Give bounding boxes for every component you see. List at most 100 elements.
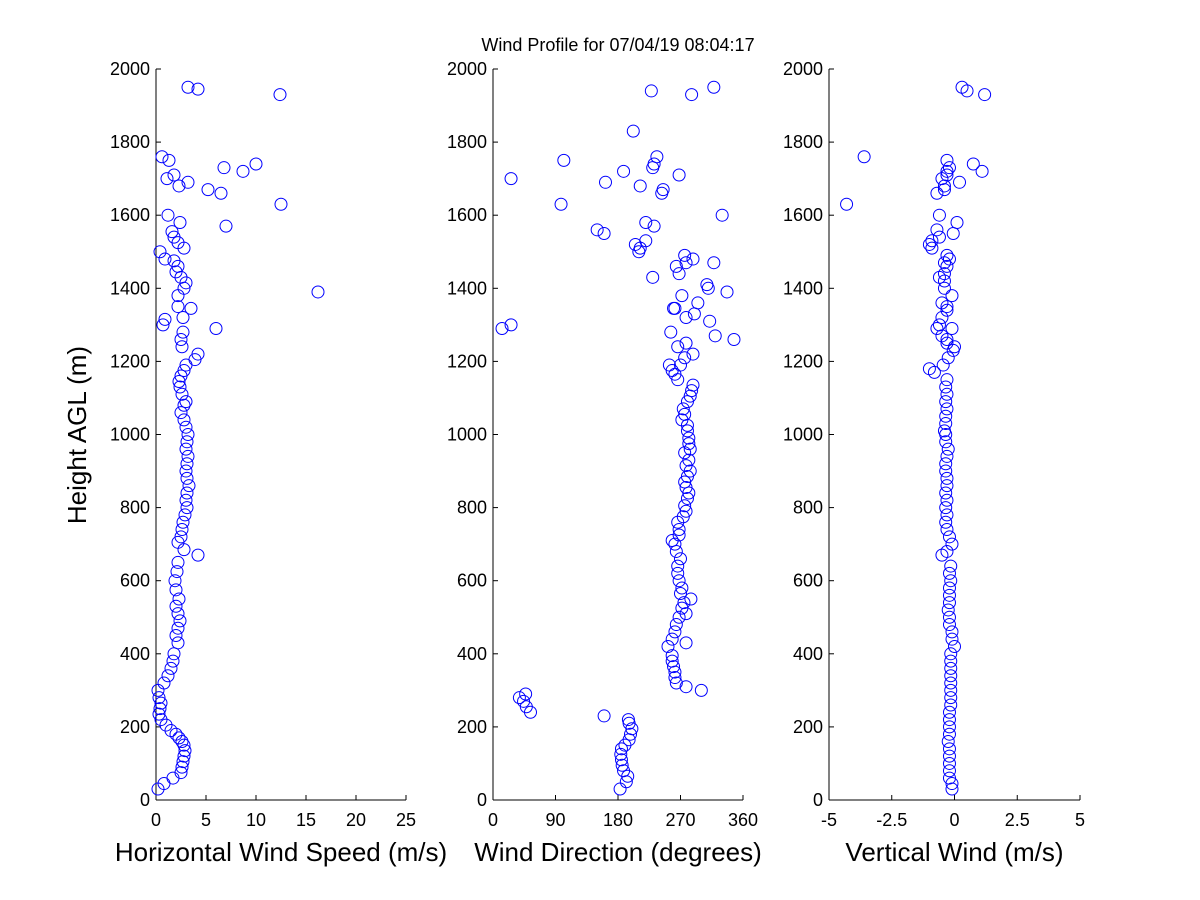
data-point	[164, 661, 178, 675]
data-point	[935, 311, 949, 325]
y-tick-label: 1000	[447, 425, 487, 445]
data-point	[944, 647, 958, 661]
x-tick-label: 15	[296, 810, 316, 830]
data-point	[167, 647, 181, 661]
data-point	[214, 186, 228, 200]
y-tick-label: 0	[813, 790, 823, 810]
data-point	[180, 486, 194, 500]
data-point	[680, 424, 694, 438]
data-point	[939, 515, 953, 529]
data-point	[940, 248, 954, 262]
x-tick-label: 0	[949, 810, 959, 830]
data-point	[944, 683, 958, 697]
data-point	[922, 237, 936, 251]
data-point	[519, 687, 533, 701]
data-point	[682, 453, 696, 467]
y-tick-label: 1400	[110, 278, 150, 298]
data-point	[172, 731, 186, 745]
data-point	[942, 764, 956, 778]
data-point	[173, 380, 187, 394]
data-point	[679, 607, 693, 621]
data-point	[942, 749, 956, 763]
y-tick-label: 1400	[783, 278, 823, 298]
y-tick-label: 0	[477, 790, 487, 810]
data-point	[179, 395, 193, 409]
data-point	[646, 270, 660, 284]
data-point	[936, 358, 950, 372]
data-point	[940, 523, 954, 537]
data-point	[930, 322, 944, 336]
data-point	[942, 618, 956, 632]
data-point	[942, 756, 956, 770]
data-point	[942, 161, 956, 175]
data-point	[942, 596, 956, 610]
data-point	[944, 691, 958, 705]
data-point	[935, 296, 949, 310]
panel-vertical-wind: 0 200 400 600 800 1000 1200 1400 1600 1800 2000 -5 -…	[783, 59, 1085, 867]
data-point	[613, 782, 627, 796]
data-point	[171, 300, 185, 314]
data-point	[171, 621, 185, 635]
y-tick-label: 200	[457, 717, 487, 737]
y-tick-label: 400	[793, 644, 823, 664]
data-point	[682, 437, 696, 451]
y-tick-label: 2000	[447, 59, 487, 79]
data-point	[174, 766, 188, 780]
data-point	[675, 601, 689, 615]
data-point	[950, 216, 964, 230]
x-tick-label: 2.5	[1005, 810, 1030, 830]
data-point	[940, 164, 954, 178]
data-point	[176, 755, 190, 769]
data-point	[201, 183, 215, 197]
data-point	[680, 491, 694, 505]
data-point	[678, 407, 692, 421]
data-point	[678, 248, 692, 262]
data-point	[925, 241, 939, 255]
data-point	[617, 764, 631, 778]
data-point	[671, 566, 685, 580]
data-point	[945, 322, 959, 336]
data-point	[937, 281, 951, 295]
data-point	[672, 168, 686, 182]
data-point	[940, 449, 954, 463]
data-point	[668, 671, 682, 685]
y-tick-label: 1800	[447, 132, 487, 152]
data-point	[167, 254, 181, 268]
data-point	[944, 559, 958, 573]
data-point	[153, 245, 167, 259]
data-point	[160, 172, 174, 186]
data-point	[672, 528, 686, 542]
y-tick-label: 1800	[110, 132, 150, 152]
data-point	[941, 735, 955, 749]
data-point	[179, 420, 193, 434]
data-point	[647, 157, 661, 171]
data-point	[656, 183, 670, 197]
data-point	[942, 720, 956, 734]
y-tick-label: 200	[793, 717, 823, 737]
data-point	[170, 565, 184, 579]
data-point	[683, 442, 697, 456]
data-point	[172, 592, 186, 606]
x-tick-label: 20	[346, 810, 366, 830]
x-tick-label: -2.5	[876, 810, 907, 830]
data-point	[181, 175, 195, 189]
data-point	[668, 537, 682, 551]
y-tick-label: 1000	[110, 425, 150, 445]
data-point	[678, 499, 692, 513]
data-point	[154, 696, 168, 710]
data-point	[679, 480, 693, 494]
y-tick-label: 1800	[783, 132, 823, 152]
data-point	[679, 256, 693, 270]
data-point	[679, 680, 693, 694]
y-tick-label: 800	[793, 498, 823, 518]
data-point	[173, 614, 187, 628]
data-point	[939, 457, 953, 471]
data-point	[174, 406, 188, 420]
data-point	[184, 301, 198, 315]
x-tick-label: 5	[1075, 810, 1085, 830]
y-tick-label: 1200	[783, 351, 823, 371]
data-point	[177, 364, 191, 378]
data-point	[590, 223, 604, 237]
y-tick-label: 600	[120, 571, 150, 591]
data-point	[679, 336, 693, 350]
